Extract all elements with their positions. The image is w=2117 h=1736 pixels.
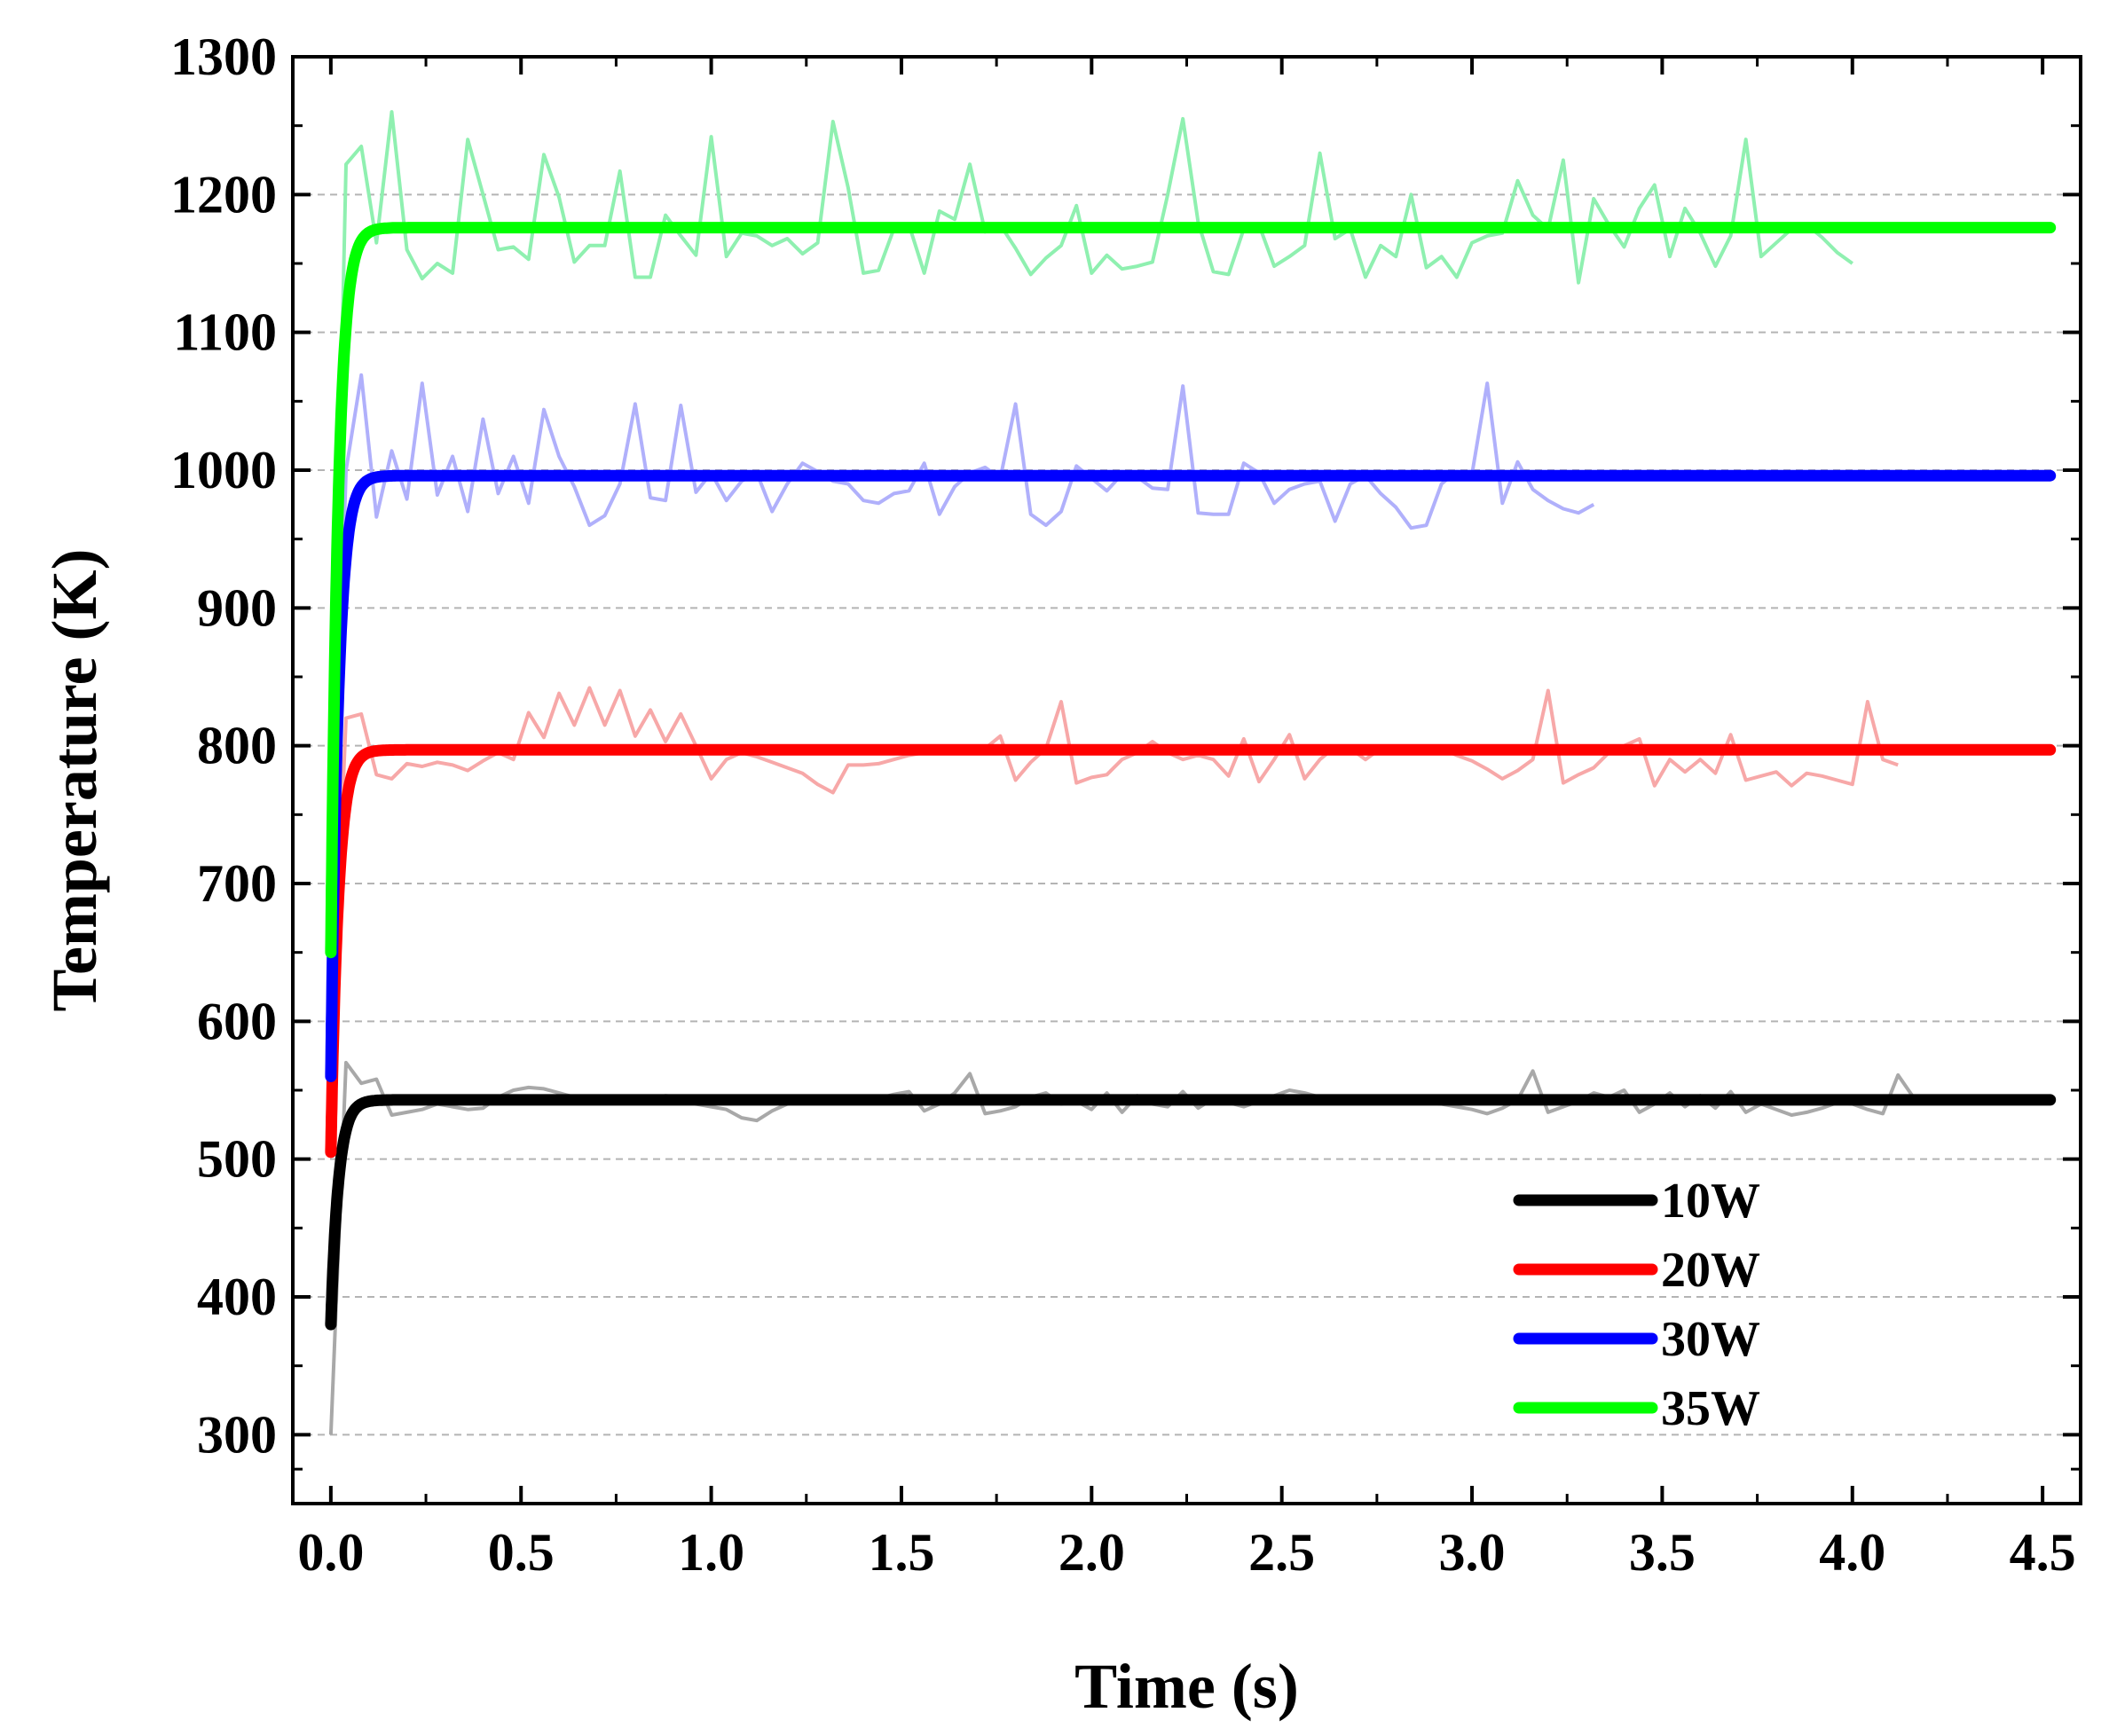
raw-series-group [328,110,1930,1435]
fit-series-line-20W [325,743,2057,1159]
y-tick-label: 900 [197,578,277,637]
x-tick-label: 4.0 [1819,1523,1885,1582]
x-axis-tick-labels: 0.0 0.5 1.0 1.5 2.0 2.5 3.0 3.5 4.0 4.5 [297,1523,2075,1582]
y-tick-label: 700 [197,854,277,913]
y-tick-label: 300 [197,1405,277,1464]
raw-series-line-20W [328,686,1899,1077]
x-tick-label: 1.5 [868,1523,934,1582]
x-tick-label: 0.5 [488,1523,555,1582]
x-tick-label: 1.0 [678,1523,744,1582]
y-tick-label: 400 [197,1268,277,1326]
plot-frame [291,55,2082,1505]
x-axis-title: Time (s) [1074,1651,1299,1722]
axis-ticks [293,55,2081,1504]
y-axis-tick-labels: 300 400 500 600 700 800 900 1000 1100 1200 1300 [170,27,277,1464]
x-tick-label: 3.0 [1439,1523,1506,1582]
x-tick-label: 4.5 [2010,1523,2076,1582]
y-tick-label: 1200 [170,165,277,224]
raw-series-line-30W [328,373,1595,953]
y-tick-label: 500 [197,1130,277,1189]
legend-label-30W: 30W [1661,1312,1760,1367]
x-tick-label: 3.5 [1629,1523,1696,1582]
legend-label-35W: 35W [1661,1381,1760,1436]
y-tick-label: 1000 [170,441,277,499]
legend-label-10W: 10W [1661,1174,1760,1229]
fit-series-line-30W [325,469,2057,1082]
y-tick-label: 600 [197,992,277,1050]
y-tick-label: 1100 [173,303,277,362]
fit-series-line-35W [325,222,2057,959]
fit-series-group [325,222,2057,1331]
y-tick-label: 800 [197,717,277,775]
legend: 10W 20W 30W 35W [1513,1174,1760,1436]
fit-series-line-10W [325,1094,2057,1331]
x-tick-label: 0.0 [297,1523,364,1582]
x-tick-label: 2.5 [1248,1523,1315,1582]
grid-lines [293,193,2081,1436]
legend-label-20W: 20W [1661,1243,1760,1298]
y-axis-title: Temperature (K) [39,549,110,1012]
x-tick-label: 2.0 [1058,1523,1125,1582]
y-tick-label: 1300 [170,27,277,86]
raw-series-line-35W [328,110,1853,856]
